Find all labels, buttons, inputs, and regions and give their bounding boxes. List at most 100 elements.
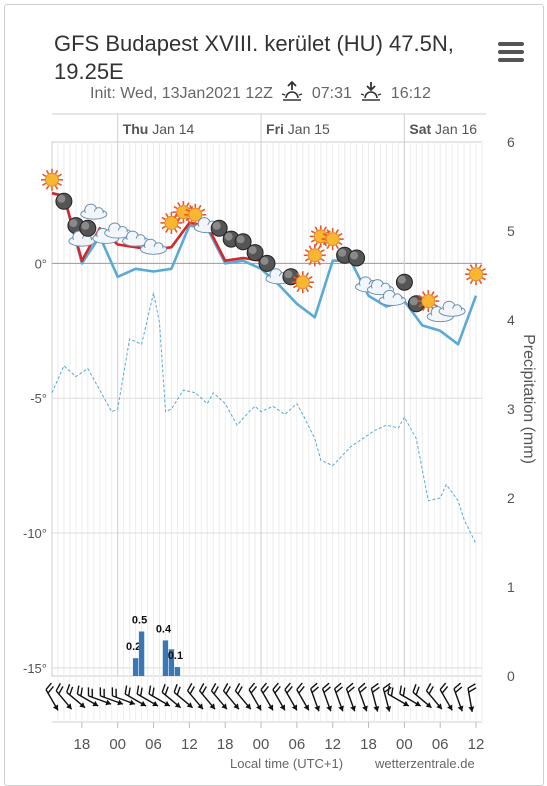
wind-barb (439, 682, 453, 711)
wind-barb (453, 682, 464, 712)
wind-barb (124, 685, 147, 707)
wind-arrowhead (338, 705, 344, 712)
wind-barb (296, 682, 310, 711)
sun-disc (469, 267, 483, 282)
sun-icon (41, 168, 63, 191)
sun-icon (417, 290, 440, 313)
wind-feather (47, 686, 54, 694)
moon-icon (282, 268, 300, 286)
sun-ray (189, 220, 193, 225)
moon-icon (395, 273, 413, 291)
sun-ray (174, 228, 178, 233)
wind-feather (370, 682, 379, 689)
moon-icon (258, 254, 276, 272)
wind-feather (347, 686, 355, 694)
moon-shade (69, 219, 78, 228)
footer-timezone: Local time (UTC+1) (230, 756, 344, 771)
wind-barb (148, 685, 171, 707)
wind-feather (372, 686, 380, 693)
moon-icon (234, 233, 252, 251)
sun-disc (307, 248, 322, 263)
wind-arrowhead (291, 704, 297, 711)
wind-barb (321, 682, 332, 712)
sun-ray (173, 214, 178, 219)
wind-feather (390, 687, 394, 697)
moon-shade (409, 297, 418, 306)
sun-icon (465, 263, 487, 286)
wind-feather (441, 686, 449, 694)
sun-ray (320, 249, 325, 253)
wind-feather (286, 686, 293, 694)
moon-shade (224, 232, 233, 241)
sun-ray (422, 291, 426, 296)
cloud-fill (106, 230, 129, 238)
precip-data-label: 0.4 (156, 623, 172, 635)
sun-ray (469, 264, 474, 269)
wind-arrowhead (140, 700, 146, 707)
sun-ray (322, 241, 328, 246)
wind-feather (222, 683, 229, 692)
sun-icon (309, 225, 332, 248)
wind-feather (323, 686, 331, 694)
wind-barb (234, 683, 252, 710)
wind-arrowhead (66, 703, 72, 710)
wind-arrowhead (164, 700, 170, 707)
moon-shade (350, 251, 359, 260)
wind-feather (201, 686, 207, 695)
wind-feather (99, 687, 102, 696)
wind-feather (176, 686, 181, 696)
moon-icon (246, 244, 264, 262)
wind-feather (55, 683, 61, 692)
moon-shade (248, 246, 257, 255)
wind-arrowhead (209, 703, 216, 710)
cloud-icon (80, 203, 108, 220)
cloud-fill (381, 297, 404, 305)
wind-barb (272, 682, 286, 711)
wind-barb (198, 683, 216, 710)
moon-shade (212, 221, 221, 230)
sun-ray (198, 204, 202, 210)
wind-barb (284, 682, 298, 711)
sun-disc (295, 275, 310, 290)
sun-ray (481, 268, 486, 272)
wind-feather (453, 682, 461, 690)
sun-ray (305, 287, 309, 293)
sun-ray (42, 173, 47, 177)
wind-feather (382, 682, 391, 689)
wind-arrowhead (362, 705, 368, 712)
wind-barb (66, 683, 86, 709)
wind-barb (248, 682, 262, 711)
wind-barb (345, 682, 356, 712)
sun-ray (161, 216, 166, 221)
sun-ray (200, 208, 206, 212)
sun-ray (326, 244, 330, 250)
cloud-fill (124, 238, 147, 246)
sun-ray (481, 277, 486, 281)
precip-bar (168, 649, 175, 676)
y2-tick-label: 6 (507, 134, 515, 150)
wind-feather (260, 682, 267, 691)
moon-shade (260, 256, 269, 265)
sun-ray (317, 260, 321, 266)
hamburger-menu-icon[interactable] (498, 42, 524, 62)
precip-data-label: 0.1 (168, 650, 183, 662)
wind-arrowhead (197, 703, 204, 710)
sun-ray (57, 182, 62, 186)
wind-arrowhead (267, 704, 274, 711)
sun-ray (308, 245, 312, 250)
sun-ray (185, 217, 190, 221)
x-tick-label: 12 (324, 736, 341, 753)
day-label: Thu Jan 14 (123, 121, 195, 137)
wind-arrowhead (129, 699, 135, 706)
wind-feather (415, 686, 420, 696)
cloud-icon (68, 230, 96, 247)
wind-feather (66, 683, 71, 693)
wind-feather (148, 685, 152, 695)
cloud-icon (438, 300, 466, 317)
wind-feather (189, 686, 195, 695)
footer-source-link[interactable]: wetterzentrale.de (375, 756, 475, 771)
wind-barb (382, 682, 392, 712)
sun-icon (291, 271, 314, 294)
wind-barb (210, 683, 228, 710)
y-tick-label: -5° (30, 391, 47, 406)
